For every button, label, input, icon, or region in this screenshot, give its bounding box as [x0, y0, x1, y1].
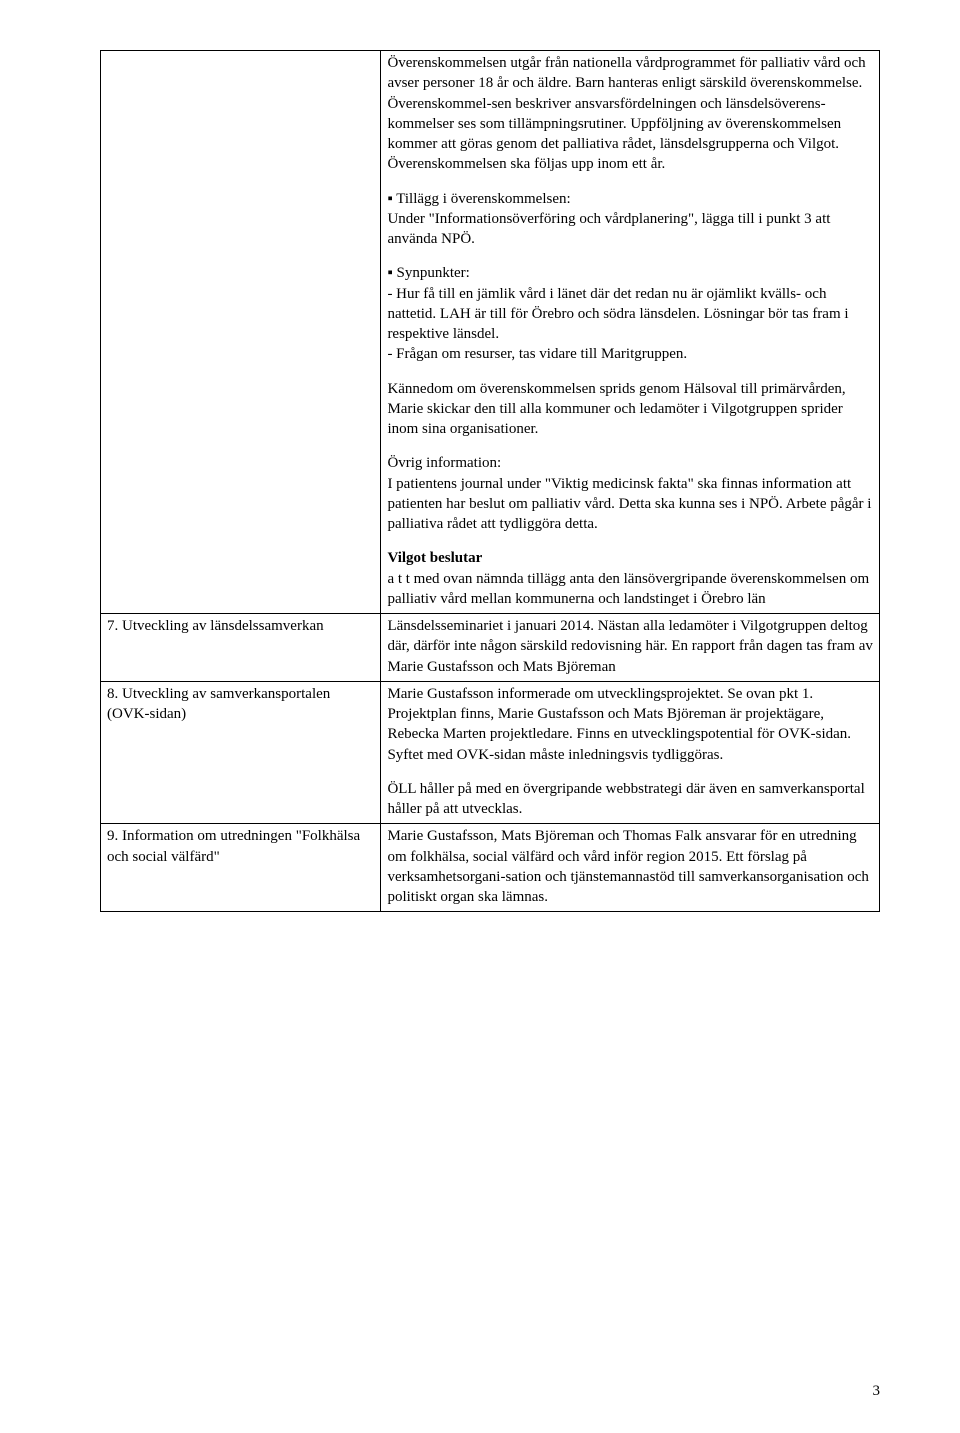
paragraph: Överenskommelsen utgår från nationella v… [387, 53, 873, 175]
cell-right-0: Överenskommelsen utgår från nationella v… [381, 51, 880, 614]
page-number: 3 [873, 1381, 881, 1401]
table-row: 8. Utveckling av samverkansportalen (OVK… [101, 681, 880, 824]
paragraph: ÖLL håller på med en övergripande webbst… [387, 779, 873, 820]
paragraph: Kännedom om överenskommelsen sprids geno… [387, 379, 873, 440]
cell-left-1: 7. Utveckling av länsdelssamverkan [101, 614, 381, 682]
cell-left-0 [101, 51, 381, 614]
cell-left-2: 8. Utveckling av samverkansportalen (OVK… [101, 681, 381, 824]
paragraph: ▪ Tillägg i överenskommelsen: Under "Inf… [387, 189, 873, 250]
cell-left-3: 9. Information om utredningen "Folkhälsa… [101, 824, 381, 912]
table-row: 7. Utveckling av länsdelssamverkan Länsd… [101, 614, 880, 682]
table-row: Överenskommelsen utgår från nationella v… [101, 51, 880, 614]
cell-right-3: Marie Gustafsson, Mats Björeman och Thom… [381, 824, 880, 912]
paragraph: Marie Gustafsson informerade om utveckli… [387, 684, 873, 765]
document-page: Överenskommelsen utgår från nationella v… [0, 0, 960, 1433]
table-row: 9. Information om utredningen "Folkhälsa… [101, 824, 880, 912]
paragraph: Länsdelsseminariet i januari 2014. Nästa… [387, 616, 873, 677]
paragraph: Vilgot beslutar a t t med ovan nämnda ti… [387, 548, 873, 609]
paragraph: Marie Gustafsson, Mats Björeman och Thom… [387, 826, 873, 907]
emphasis-heading: Vilgot beslutar [387, 550, 482, 566]
cell-right-2: Marie Gustafsson informerade om utveckli… [381, 681, 880, 824]
paragraph-text: a t t med ovan nämnda tillägg anta den l… [387, 571, 869, 607]
content-table: Överenskommelsen utgår från nationella v… [100, 50, 880, 912]
paragraph: Övrig information: I patientens journal … [387, 453, 873, 534]
paragraph: ▪ Synpunkter: - Hur få till en jämlik vå… [387, 263, 873, 364]
cell-right-1: Länsdelsseminariet i januari 2014. Nästa… [381, 614, 880, 682]
